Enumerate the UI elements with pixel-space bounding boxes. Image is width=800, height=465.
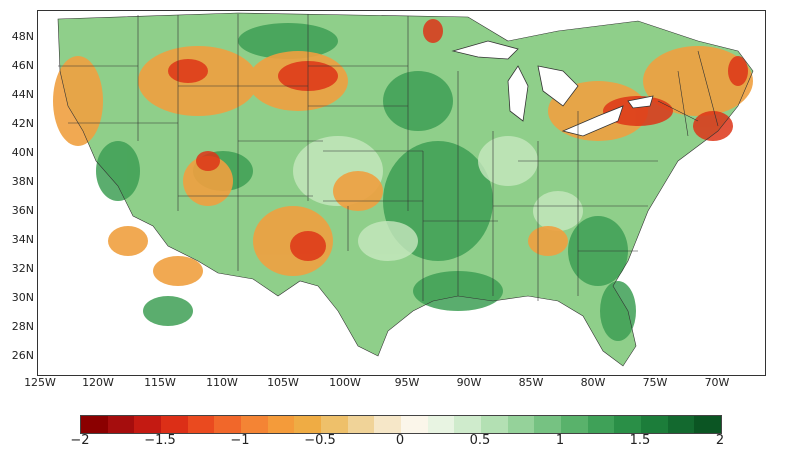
colorbar-swatch [587,416,615,433]
colorbar-swatch [321,416,348,433]
colorbar-swatch [614,416,642,433]
colorbar-swatch [507,416,535,433]
colorbar-tick-label: −0.5 [304,433,336,448]
colorbar-swatch [667,416,695,433]
colorbar-swatch [187,416,215,433]
colorbar-tick-label: 0 [395,433,405,448]
colorbar-tick-label: −1.5 [144,433,176,448]
lon-label: 70W [704,376,730,389]
colorbar-swatch [107,416,135,433]
colorbar-tick-label: 0.5 [469,433,491,448]
lon-label: 85W [518,376,544,389]
colorbar-swatch [134,416,162,433]
colorbar-swatch [401,416,428,433]
lon-label: 110W [206,376,238,389]
lat-label: 28N [11,320,34,333]
colorbar-tick-label: 2 [715,433,725,448]
colorbar-swatch [561,416,588,433]
colorbar-swatch [454,416,482,433]
lon-label: 90W [456,376,482,389]
lat-label: 26N [11,349,34,362]
colorbar-swatch [161,416,188,433]
colorbar-swatch [427,416,455,433]
colorbar-swatch [81,416,108,433]
lat-label: 42N [11,117,34,130]
colorbar-swatch [294,416,322,433]
colorbar-tick-label: 1.5 [629,433,651,448]
lon-label: 100W [329,376,361,389]
colorbar-swatch [267,416,295,433]
lon-label: 115W [144,376,176,389]
lon-label: 120W [82,376,114,389]
lat-label: 30N [11,291,34,304]
map-panel [37,10,766,376]
colorbar-swatch [214,416,242,433]
colorbar-tick-label: −1 [230,433,250,448]
anomaly-map [38,11,765,375]
lat-label: 38N [11,175,34,188]
colorbar [80,415,722,434]
colorbar-swatch [241,416,268,433]
colorbar-swatch [534,416,562,433]
great-lakes [451,40,654,137]
colorbar-swatch [481,416,508,433]
colorbar-swatch [694,416,722,433]
colorbar-swatch [374,416,402,433]
colorbar-tick-label: −2 [70,433,90,448]
lon-label: 125W [24,376,56,389]
lat-label: 36N [11,204,34,217]
lat-label: 44N [11,88,34,101]
lon-label: 105W [267,376,299,389]
state-borders [57,12,754,367]
lat-label: 32N [11,262,34,275]
lon-label: 80W [580,376,606,389]
lon-label: 75W [642,376,668,389]
colorbar-swatch [641,416,668,433]
lat-label: 46N [11,59,34,72]
colorbar-tick-label: 1 [555,433,565,448]
lat-label: 34N [11,233,34,246]
colorbar-swatch [347,416,375,433]
lat-label: 40N [11,146,34,159]
lat-label: 48N [11,30,34,43]
lon-label: 95W [394,376,420,389]
